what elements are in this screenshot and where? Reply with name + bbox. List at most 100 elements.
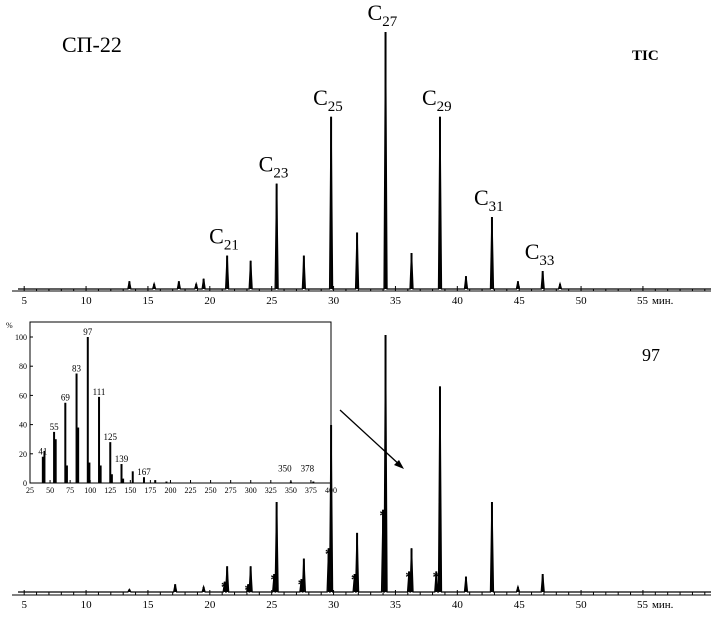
inset-x-tick-label: 300 [245,486,257,495]
homolog-label-main: C [474,185,489,210]
star-marker: * [298,577,306,593]
tic-tick-label: 35 [390,295,402,307]
tic-label: TIC [632,48,659,64]
star-marker: * [270,572,278,588]
inset-x-tick-label: 250 [205,486,217,495]
inset-x-tick-label: 400 [325,486,337,495]
star-marker: * [379,508,387,524]
inset-x-tick-label: 175 [144,486,156,495]
tic-tick-label: 40 [452,295,464,307]
inset-y-unit: % [6,321,13,330]
mass-97-panel: 5 10 15 20 25 30 35 40 45 50 55 мин.* ** ***** * [12,334,711,611]
tic-x-unit: мин. [652,295,674,307]
homolog-label: C23 [259,152,289,182]
inset-peak-label: 83 [72,364,82,374]
homolog-label-main: C [368,0,383,25]
tic-tick-label: 15 [142,295,154,307]
homolog-label-sub: 21 [224,238,239,254]
pointer-arrow-line [339,409,403,468]
m97-tick-label: 20 [204,599,216,611]
inset-peak-label: 111 [93,387,106,397]
homolog-label-main: C [259,152,274,177]
m97-tick-label: 15 [142,599,154,611]
homolog-label-sub: 23 [273,166,288,182]
star-marker: * [221,580,229,596]
star-marker: * [405,569,413,585]
inset-peak-label: 69 [61,393,71,403]
inset-y-tick-label: 80 [19,362,27,371]
inset-peak-label: 350 [278,464,292,474]
m97-tick-label: 35 [390,599,402,611]
homolog-label: C25 [313,85,343,115]
tic-tick-label: 10 [81,295,93,307]
mass-spectrum-inset: 41 55 69 83 97 111 125 139 167 350 378 25 50 75 100 125… [15,327,337,495]
homolog-label: C31 [474,185,504,215]
inset-x-tick-label: 200 [164,486,176,495]
homolog-label-main: C [525,239,540,264]
homolog-label: C33 [525,239,555,269]
star-marker: * [325,546,333,562]
star-marker: * [244,582,252,598]
tic-tick-label: 45 [514,295,526,307]
inset-y-tick-label: 100 [15,333,27,342]
inset-peak-label: 167 [137,467,151,477]
m97-tick-label: 50 [576,599,588,611]
tic-tick-label: 30 [328,295,340,307]
m97-tick-label: 25 [266,599,278,611]
mass-97-label: 97 [642,345,660,365]
sample-label: СП-22 [62,32,122,57]
homolog-label: C29 [422,85,452,115]
pointer-arrow-head [394,460,404,469]
m97-tick-label: 10 [81,599,93,611]
inset-y-tick-label: 40 [19,421,27,430]
inset-peak-label: 125 [104,432,118,442]
tic-tick-label: 25 [266,295,278,307]
inset-x-tick-label: 150 [124,486,136,495]
inset-peak-label: 139 [115,454,129,464]
star-marker: * [433,569,441,585]
tic-tick-label: 20 [204,295,216,307]
homolog-label-main: C [313,85,328,110]
tic-tick-label: 5 [21,295,27,307]
inset-x-tick-label: 100 [84,486,96,495]
homolog-label-sub: 25 [328,99,343,115]
inset-x-tick-label: 50 [46,486,54,495]
inset-x-tick-label: 225 [185,486,197,495]
m97-tick-label: 30 [328,599,340,611]
inset-x-tick-label: 75 [66,486,74,495]
m97-tick-label: 5 [21,599,27,611]
inset-x-tick-label: 125 [104,486,116,495]
homolog-label-main: C [209,224,224,249]
homolog-label-sub: 31 [489,199,504,215]
homolog-label: C21 [209,224,239,254]
inset-x-tick-label: 25 [26,486,34,495]
inset-x-tick-label: 275 [225,486,237,495]
tic-tick-label: 55 [637,295,649,307]
inset-x-tick-label: 325 [265,486,277,495]
m97-tick-label: 40 [452,599,464,611]
homolog-label: C27 [368,0,398,30]
homolog-label-sub: 29 [437,99,452,115]
inset-x-tick-label: 375 [305,486,317,495]
inset-peak-label: 97 [83,327,93,337]
inset-y-tick-label: 20 [19,450,27,459]
tic-trace [18,31,711,290]
inset-y-tick-label: 60 [19,391,27,400]
inset-peak-label: 55 [50,422,60,432]
inset-peak-label: 378 [301,464,315,474]
homolog-label-sub: 33 [539,253,554,269]
m97-tick-label: 55 [637,599,649,611]
star-marker: * [351,572,359,588]
tic-panel: 5 10 15 20 25 30 35 40 45 50 55 мин.C21C23C25C27C29… [12,0,711,307]
m97-x-unit: мин. [652,599,674,611]
tic-tick-label: 50 [576,295,588,307]
homolog-label-sub: 27 [382,14,398,30]
homolog-label-main: C [422,85,437,110]
inset-x-tick-label: 350 [285,486,297,495]
m97-tick-label: 45 [514,599,526,611]
inset-y-tick-label: 0 [23,479,27,488]
inset-peak-label: 41 [38,447,47,457]
inset-frame [29,321,332,484]
